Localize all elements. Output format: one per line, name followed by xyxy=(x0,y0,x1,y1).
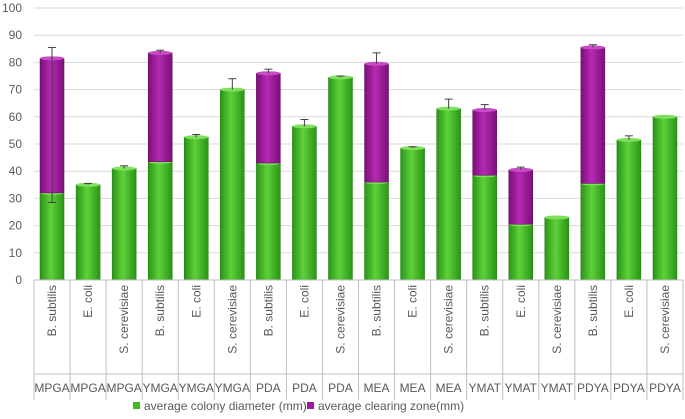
colony-diameter-bar xyxy=(436,108,461,281)
x-tick-label-organism: B. subtilis xyxy=(261,285,275,336)
x-tick-label-medium: MPGA xyxy=(106,381,141,395)
x-tick-label-organism: S. cerevisiae xyxy=(117,285,131,354)
colony-diameter-bar xyxy=(75,184,101,281)
x-tick-label-medium: YMAT xyxy=(468,381,501,395)
x-tick-label-organism: B. subtilis xyxy=(45,285,59,336)
x-axis: B. subtilis MPGA E. coli MPGA S. cerevisiae M… xyxy=(33,279,684,400)
y-tick-label: 90 xyxy=(9,28,23,42)
x-tick-label-medium: YMAT xyxy=(541,381,574,395)
x-tick-label-medium: YMGA xyxy=(143,381,178,395)
gridlines xyxy=(34,7,683,281)
y-tick-label: 20 xyxy=(9,219,23,233)
clearing-zone-bar xyxy=(508,169,533,225)
colony-diameter-bar xyxy=(328,77,353,281)
colony-diameter-bar xyxy=(580,183,606,281)
y-tick-label: 0 xyxy=(15,273,22,287)
x-tick-label-medium: YMGA xyxy=(179,381,214,395)
x-tick-label-organism: E. coli xyxy=(622,285,636,318)
y-tick-label: 40 xyxy=(9,164,23,178)
error-bars xyxy=(48,44,633,203)
x-tick-label-medium: MPGA xyxy=(34,381,69,395)
colony-diameter-bar xyxy=(39,192,65,281)
colony-diameter-bar xyxy=(472,175,497,281)
y-tick-label: 30 xyxy=(9,191,23,205)
clearing-zone-bar xyxy=(364,63,389,183)
y-tick-label: 10 xyxy=(9,246,23,260)
x-tick-label-medium: PDA xyxy=(256,381,281,395)
legend: average colony diameter (mm) average clea… xyxy=(133,399,464,413)
bars xyxy=(39,45,678,281)
x-tick-label-medium: PDYA xyxy=(649,381,681,395)
x-tick-label-medium: MPGA xyxy=(70,381,105,395)
x-tick-label-organism: S. cerevisiae xyxy=(442,285,456,354)
colony-diameter-bar xyxy=(364,181,389,281)
clearing-zone-bar xyxy=(256,73,281,164)
colony-diameter-bar xyxy=(147,161,173,281)
y-tick-label: 50 xyxy=(9,137,23,151)
colony-diameter-bar xyxy=(292,126,317,281)
clearing-zone-bar xyxy=(147,52,173,162)
clearing-zone-bar xyxy=(472,109,497,176)
x-tick-label-organism: S. cerevisiae xyxy=(225,285,239,354)
colony-diameter-bar xyxy=(400,147,425,281)
legend-swatch xyxy=(133,402,140,409)
clearing-zone-bar xyxy=(580,47,606,184)
x-tick-label-organism: B. subtilis xyxy=(370,285,384,336)
y-tick-label: 80 xyxy=(9,55,23,69)
colony-diameter-bar xyxy=(220,89,245,281)
x-tick-label-organism: E. coli xyxy=(297,285,311,318)
colony-diameter-bar xyxy=(111,168,137,281)
colony-diameter-bar-cap xyxy=(292,124,317,129)
colony-diameter-bar xyxy=(508,223,533,281)
y-axis-tick-labels: 0 10 20 30 40 50 60 70 80 90 100 xyxy=(2,1,22,287)
x-tick-label-medium: YMAT xyxy=(505,381,538,395)
x-tick-label-organism: S. cerevisiae xyxy=(658,285,672,354)
colony-diameter-bar xyxy=(544,217,570,281)
x-tick-label-medium: MEA xyxy=(436,381,462,395)
x-tick-label-medium: PDA xyxy=(328,381,353,395)
colony-diameter-bar xyxy=(256,162,281,281)
y-tick-label: 100 xyxy=(2,1,22,15)
colony-diameter-bar xyxy=(652,116,678,281)
x-tick-label-medium: MEA xyxy=(364,381,390,395)
y-tick-label: 60 xyxy=(9,110,23,124)
x-tick-label-organism: B. subtilis xyxy=(153,285,167,336)
colony-diameter-bar-cap xyxy=(652,114,677,119)
legend-swatch xyxy=(307,402,314,409)
x-tick-label-organism: S. cerevisiae xyxy=(333,285,347,354)
x-tick-label-medium: PDYA xyxy=(613,381,645,395)
x-tick-label-organism: B. subtilis xyxy=(478,285,492,336)
x-tick-label-organism: B. subtilis xyxy=(586,285,600,336)
x-tick-label-medium: PDA xyxy=(292,381,317,395)
x-tick-label-medium: MEA xyxy=(400,381,426,395)
x-tick-label-organism: S. cerevisiae xyxy=(550,285,564,354)
x-tick-label-medium: PDYA xyxy=(577,381,609,395)
legend-label: average colony diameter (mm) xyxy=(144,399,307,413)
colony-diameter-bar xyxy=(184,136,209,281)
colony-diameter-bar-cap xyxy=(544,215,569,220)
legend-label: average clearing zone(mm) xyxy=(318,399,464,413)
x-tick-label-organism: E. coli xyxy=(81,285,95,318)
x-tick-label-organism: E. coli xyxy=(189,285,203,318)
y-tick-label: 70 xyxy=(9,83,23,97)
x-tick-label-medium: YMGA xyxy=(215,381,250,395)
x-tick-label-organism: E. coli xyxy=(514,285,528,318)
colony-diameter-bar xyxy=(616,139,642,281)
x-tick-label-organism: E. coli xyxy=(406,285,420,318)
